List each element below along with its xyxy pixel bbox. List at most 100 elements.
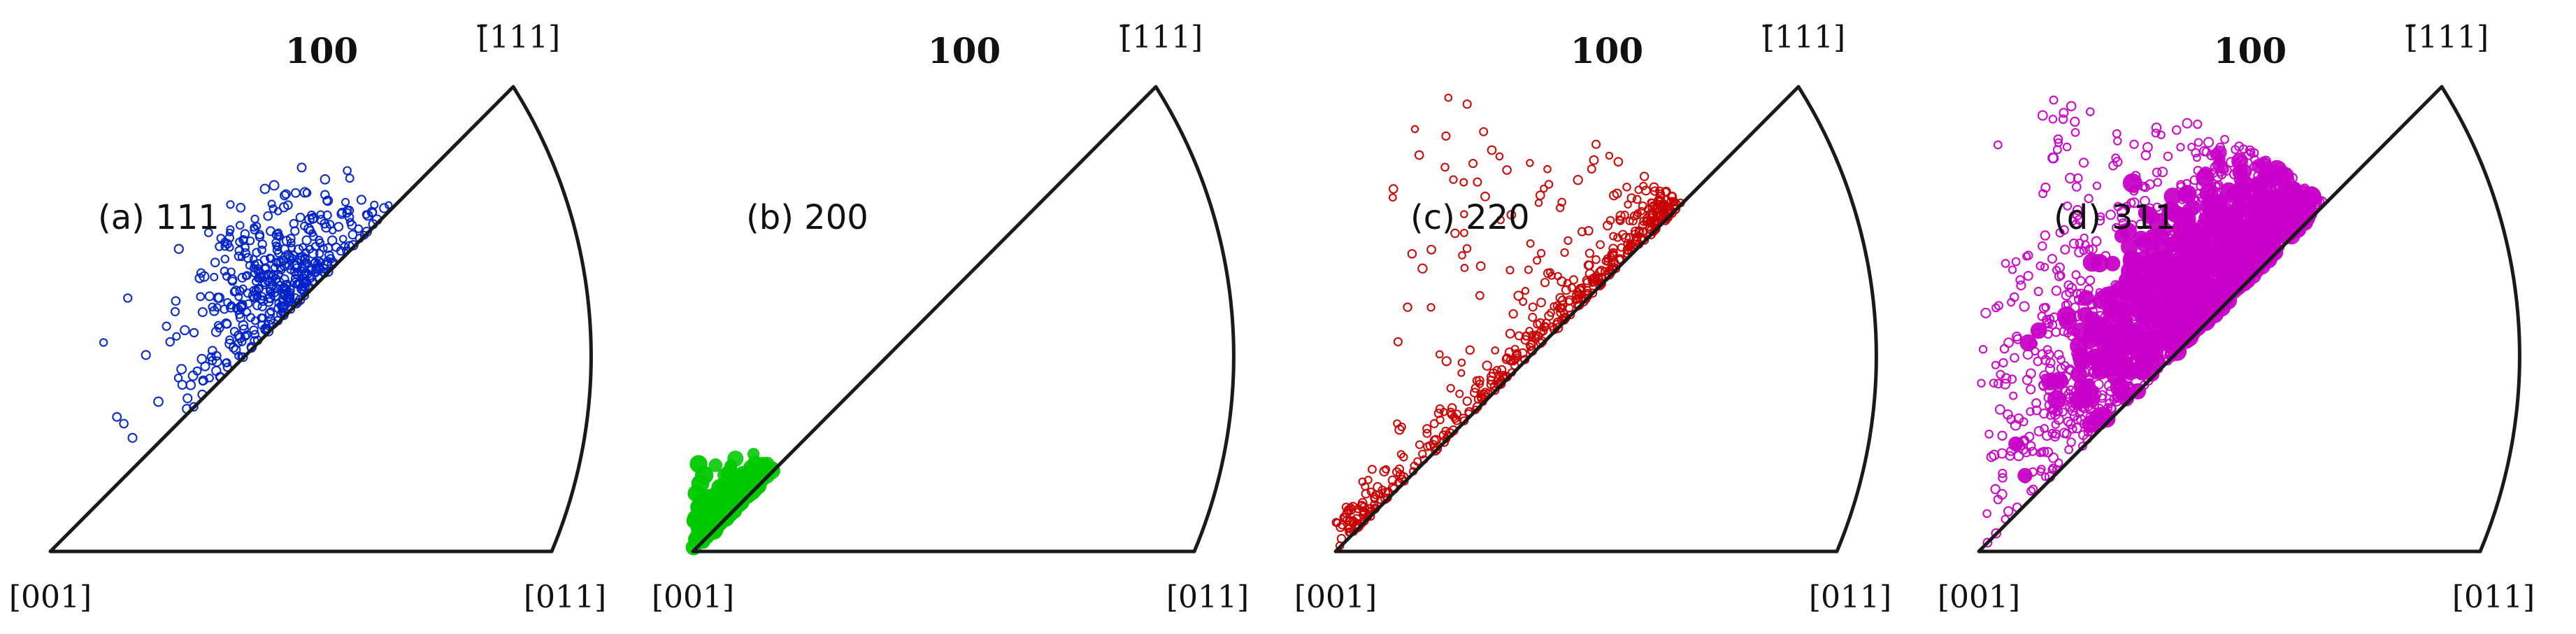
panel-a-orientation-point xyxy=(320,190,330,200)
panel-c-orientation-point xyxy=(1579,297,1589,307)
panel-d-orientation-point xyxy=(2067,405,2078,416)
panel-d-orientation-point xyxy=(2091,236,2102,247)
panel-c-orientation-point xyxy=(1496,379,1506,389)
panel-d-orientation-point xyxy=(2279,232,2290,243)
panel-d-orientation-point xyxy=(2061,300,2070,310)
panel-a-orientation-point xyxy=(308,229,317,237)
panel-d-orientation-point xyxy=(2052,408,2061,416)
panel-d-orientation-point xyxy=(2139,294,2150,305)
panel-c-orientation-point xyxy=(1543,268,1553,279)
panel-d-orientation-point xyxy=(2235,183,2245,192)
panel-d-orientation-point xyxy=(2202,206,2212,216)
panel-c-orientation-point xyxy=(1446,383,1455,393)
panel-d-orientation-point xyxy=(2232,158,2242,168)
panel-d-orientation-point xyxy=(1996,369,2005,379)
panel-d-orientation-point xyxy=(2055,227,2065,238)
panel-d-orientation-point xyxy=(2215,227,2225,237)
panel-d-orientation-point xyxy=(2187,205,2198,216)
panel-d-orientation-point xyxy=(2071,219,2081,229)
panel-d-orientation-point xyxy=(2170,330,2182,341)
panel-c-orientation-point xyxy=(1620,211,1629,220)
panel-d-orientation-point xyxy=(2219,205,2230,216)
panel-a-orientation-point xyxy=(238,324,250,334)
panel-d-orientation-point xyxy=(2130,297,2140,307)
panel-a-top-label: 100 xyxy=(285,30,358,71)
panel-c-orientation-point xyxy=(1426,303,1436,312)
panel-d-orientation-point xyxy=(1997,430,2008,441)
panel-c-orientation-point xyxy=(1502,165,1512,175)
panel-d-orientation-point xyxy=(2218,275,2228,285)
panel-a-orientation-point xyxy=(153,396,164,407)
panel-d-orientation-point xyxy=(2226,232,2236,242)
panel-d-orientation-point xyxy=(2161,287,2171,297)
panel-a-orientation-point xyxy=(300,253,310,263)
panel-c-orientation-point xyxy=(1513,290,1524,301)
panel-a-orientation-point xyxy=(123,293,133,303)
panel-d-orientation-point xyxy=(2061,290,2072,301)
panel-d-orientation-point xyxy=(1998,468,2008,479)
panel-a-orientation-point xyxy=(264,297,274,307)
panel-d-orientation-point xyxy=(2031,405,2042,416)
panel-c-orientation-point xyxy=(1528,330,1537,339)
panel-a-orientation-point xyxy=(345,174,355,183)
panel-d-orientation-point xyxy=(2073,173,2083,183)
panel-a-orientation-point xyxy=(162,321,171,331)
panel-d-orientation-point xyxy=(2147,274,2159,285)
panel-a-orientation-point xyxy=(237,337,247,346)
panel-d-orientation-point xyxy=(2268,169,2277,178)
panel-d-orientation-point xyxy=(2138,181,2149,192)
panel-d-orientation-point xyxy=(2302,195,2313,206)
panel-d-orientation-point xyxy=(2227,252,2238,263)
panel-c-orientation-point xyxy=(1534,199,1543,207)
panel-c-orientation-point xyxy=(1451,414,1459,423)
panel-d-orientation-point xyxy=(2013,413,2024,424)
panel-d-orientation-point xyxy=(2207,199,2216,209)
panel-d-orientation-point xyxy=(2056,363,2066,374)
panel-d-orientation-point xyxy=(2315,197,2325,206)
panel-d-orientation-point xyxy=(2119,223,2128,233)
panel-d-orientation-point xyxy=(2205,216,2215,226)
panel-d-orientation-point xyxy=(2148,351,2157,360)
panel-a-orientation-point xyxy=(287,256,296,265)
panel-d-orientation-point xyxy=(2075,414,2087,425)
panel-d-orientation-point xyxy=(2009,292,2019,302)
panel-d-orientation-point xyxy=(2111,153,2121,163)
panel-d-orientation-point xyxy=(1993,140,2003,150)
panel-c-orientation-point xyxy=(1557,197,1566,207)
panel-d-orientation-point xyxy=(2250,181,2260,190)
panel-d-caption: (d) 311 xyxy=(2054,198,2176,237)
panel-a-orientation-point xyxy=(141,350,151,360)
panel-d-orientation-point xyxy=(2131,171,2141,181)
panel-d-orientation-point xyxy=(2184,248,2194,257)
panel-d-orientation-point xyxy=(2112,129,2121,139)
panel-d-orientation-point xyxy=(2039,446,2049,457)
panel-a-orientation-point xyxy=(215,323,224,333)
panel-d-orientation-point xyxy=(2105,386,2116,397)
panel-a-orientation-point xyxy=(343,166,352,176)
panel-a-orientation-point xyxy=(206,352,216,362)
panel-c-orientation-point xyxy=(1394,464,1405,474)
panel-d-orientation-point xyxy=(2153,327,2164,338)
panel-d-orientation-point xyxy=(2087,368,2098,379)
panel-c-orientation-point xyxy=(1556,203,1565,213)
panel-d-orientation-point xyxy=(2139,234,2149,244)
panel-c-orientation-point xyxy=(1460,264,1469,272)
panel-d-orientation-point xyxy=(1998,358,2008,368)
panel-d-orientation-point xyxy=(2145,179,2155,190)
panel-d-orientation-point xyxy=(2177,224,2189,235)
panel-d-orientation-point xyxy=(2184,250,2196,261)
panel-d-orientation-point xyxy=(2028,467,2038,477)
panel-c-orientation-point xyxy=(1554,303,1565,314)
panel-a-orientation-point xyxy=(222,362,232,372)
panel-a-orientation-point xyxy=(289,218,299,229)
panel-a-orientation-point xyxy=(196,292,206,302)
panel-d-orientation-point xyxy=(2071,270,2081,280)
panel-d-orientation-point xyxy=(2224,189,2235,200)
panel-c-orientation-point xyxy=(1414,150,1424,160)
panel-c-orientation-point xyxy=(1657,204,1667,213)
panel-d-orientation-point xyxy=(2187,232,2196,241)
panel-c-points xyxy=(1331,93,1685,551)
panel-d-orientation-point xyxy=(1991,360,2000,369)
panel-d-orientation-point xyxy=(2123,317,2133,327)
panel-d-orientation-point xyxy=(2071,182,2082,192)
